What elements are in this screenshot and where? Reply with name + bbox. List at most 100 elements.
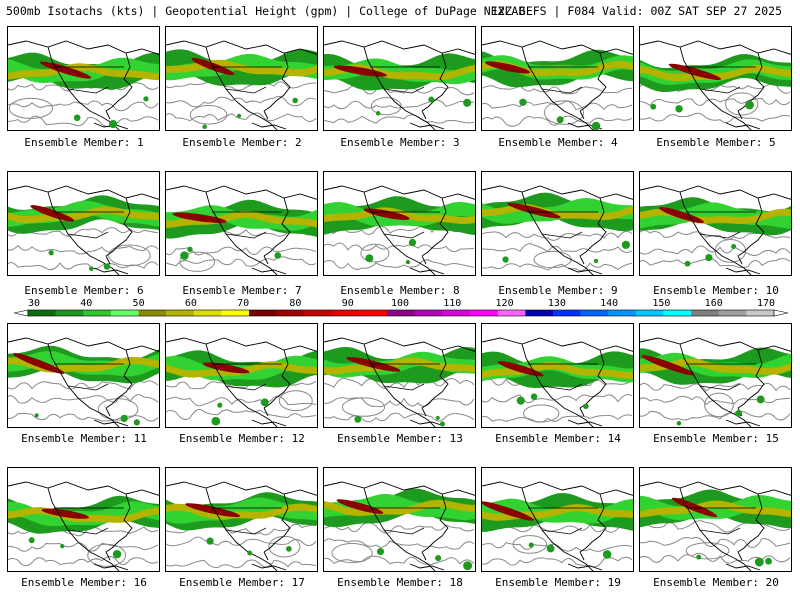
jet-core bbox=[39, 61, 92, 79]
isotach-blob bbox=[765, 557, 772, 565]
political-border bbox=[686, 363, 756, 391]
header-title: 500mb Isotachs (kts) | Geopotential Heig… bbox=[6, 4, 526, 18]
map-canvas bbox=[640, 40, 791, 130]
isotach-blob bbox=[463, 98, 472, 107]
isotach-shading bbox=[482, 361, 633, 379]
map-canvas bbox=[640, 337, 791, 427]
map-header: 500mb Isotachs (kts) | Geopotential Heig… bbox=[0, 0, 800, 24]
height-contour bbox=[324, 377, 475, 389]
jet-core bbox=[641, 355, 695, 376]
colorbar-swatch bbox=[359, 310, 388, 316]
map-canvas bbox=[640, 481, 791, 571]
isotach-blob bbox=[187, 246, 193, 253]
colorbar-swatch bbox=[663, 310, 692, 316]
height-contour bbox=[640, 382, 791, 392]
isotach-shading bbox=[482, 55, 633, 80]
isotach-blob bbox=[365, 254, 374, 263]
ensemble-member-label: Ensemble Member: 3 bbox=[340, 136, 460, 149]
map-canvas bbox=[8, 337, 159, 427]
height-contour bbox=[8, 542, 159, 552]
isotach-shading bbox=[640, 358, 791, 375]
ensemble-member-map bbox=[165, 171, 318, 276]
colorbar-swatch bbox=[249, 310, 277, 316]
isotach-shading bbox=[166, 497, 317, 524]
height-contour bbox=[8, 394, 159, 404]
colorbar-swatch bbox=[635, 310, 664, 316]
colorbar-tick-label: 100 bbox=[391, 298, 409, 309]
colorbar-tick-label: 110 bbox=[443, 298, 461, 309]
colorbar-swatch bbox=[552, 310, 581, 316]
height-contour bbox=[268, 535, 301, 558]
isotach-shading bbox=[8, 501, 159, 527]
height-contour bbox=[640, 245, 791, 256]
isotach-blob bbox=[756, 395, 765, 404]
isotach-blob bbox=[546, 544, 555, 553]
isotach-blob bbox=[405, 259, 411, 265]
colorbar-tick-label: 120 bbox=[496, 298, 514, 309]
isotach-blob bbox=[247, 550, 253, 556]
coastline bbox=[8, 481, 159, 571]
colorbar-tick-label: 60 bbox=[185, 298, 197, 309]
isotach-blob bbox=[676, 420, 682, 426]
height-contour bbox=[97, 398, 139, 421]
isotach-blob bbox=[583, 403, 589, 410]
isotach-blob bbox=[435, 555, 442, 562]
jet-core bbox=[185, 503, 241, 518]
isotach-shading bbox=[166, 210, 317, 228]
isotach-blob bbox=[292, 97, 298, 104]
colorbar-swatch bbox=[28, 310, 56, 316]
isotach-blob bbox=[202, 124, 207, 130]
jet-core bbox=[485, 61, 531, 74]
coastline bbox=[166, 185, 317, 275]
height-contour bbox=[166, 409, 317, 420]
height-contour bbox=[482, 243, 633, 254]
isotach-blob bbox=[530, 393, 538, 400]
height-contour bbox=[640, 395, 791, 406]
isotach-blob bbox=[745, 100, 754, 110]
isotach-blob bbox=[60, 543, 65, 549]
isotach-blob bbox=[684, 260, 691, 267]
coastline bbox=[640, 40, 791, 130]
map-canvas bbox=[482, 337, 633, 427]
colorbar-tick-label: 170 bbox=[757, 298, 775, 309]
colorbar-swatch bbox=[331, 310, 360, 316]
map-canvas bbox=[8, 185, 159, 275]
isotach-colorbar: 30 40 50 60 70 80 90 100 110 120 130 140 150 160 170 bbox=[14, 298, 789, 317]
height-contour bbox=[640, 410, 791, 421]
isotach-blob bbox=[556, 116, 564, 124]
ensemble-member-label: Ensemble Member: 9 bbox=[498, 284, 618, 297]
isotach-blob bbox=[650, 103, 657, 110]
isotach-blob bbox=[516, 396, 525, 405]
ensemble-member-map bbox=[7, 467, 160, 572]
ensemble-member-map bbox=[481, 323, 634, 428]
isotach-blob bbox=[34, 413, 39, 418]
height-contour bbox=[189, 105, 228, 125]
colorbar-swatch bbox=[442, 310, 471, 316]
height-contour bbox=[341, 397, 386, 417]
isotach-blob bbox=[705, 253, 713, 262]
isotach-blob bbox=[428, 96, 435, 103]
colorbar-arrow-right bbox=[773, 309, 789, 317]
political-border bbox=[686, 211, 756, 239]
political-border bbox=[212, 507, 282, 535]
colorbar-swatch bbox=[746, 310, 775, 316]
height-contour bbox=[482, 100, 633, 111]
coastline bbox=[482, 185, 633, 275]
height-contour bbox=[543, 100, 585, 125]
height-contour bbox=[685, 542, 730, 560]
map-canvas bbox=[8, 40, 159, 130]
isotach-blob bbox=[435, 415, 440, 420]
political-border bbox=[212, 211, 282, 239]
colorbar-tick-label: 140 bbox=[600, 298, 618, 309]
colorbar-tick-label: 40 bbox=[80, 298, 92, 309]
jet-core bbox=[333, 65, 387, 77]
isotach-blob bbox=[591, 121, 601, 130]
coastline bbox=[482, 40, 633, 130]
height-contour bbox=[324, 259, 475, 270]
isotach-blob bbox=[408, 238, 417, 247]
height-contour bbox=[370, 97, 402, 116]
map-canvas bbox=[324, 337, 475, 427]
isotach-shading bbox=[482, 198, 633, 224]
height-contour bbox=[640, 112, 791, 124]
ensemble-member-label: Ensemble Member: 14 bbox=[495, 432, 621, 445]
